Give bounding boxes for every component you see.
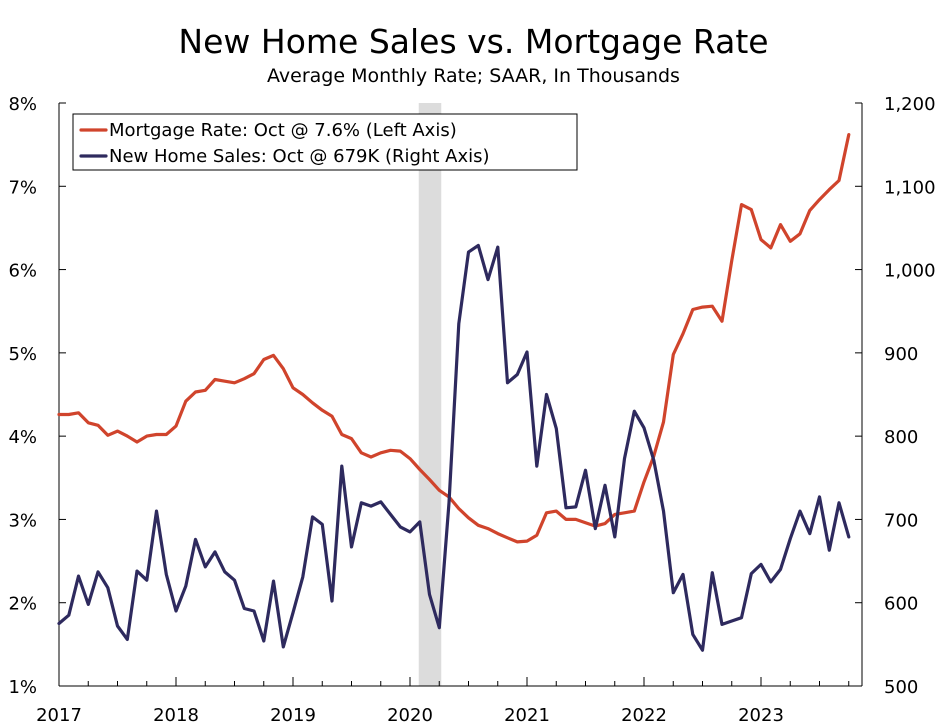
new-home-sales-line	[57, 243, 851, 652]
series-layer	[57, 133, 851, 652]
right-axis-tick-label: 1,200	[884, 94, 936, 115]
right-axis-tick-label: 1,100	[884, 177, 936, 198]
legend: Mortgage Rate: Oct @ 7.6% (Left Axis) New…	[72, 113, 578, 171]
legend-entry-label: New Home Sales: Oct @ 679K (Right Axis)	[109, 146, 490, 167]
left-axis-tick-label: 5%	[8, 344, 37, 365]
left-axis-tick-label: 6%	[8, 261, 37, 282]
x-axis-tick-label: 2020	[387, 705, 433, 726]
right-axis-tick-label: 600	[884, 594, 918, 615]
left-axis-tick-label: 8%	[8, 94, 37, 115]
recession-band	[418, 103, 442, 686]
recession-shading-layer	[418, 103, 442, 686]
x-axis-tick-label: 2023	[738, 705, 784, 726]
right-axis-tick-label: 700	[884, 510, 918, 531]
left-axis-tick-label: 3%	[8, 510, 37, 531]
mortgage-rate-line	[57, 133, 851, 544]
left-axis-tick-label: 4%	[8, 427, 37, 448]
right-axis-tick-label: 900	[884, 344, 918, 365]
legend-box	[72, 113, 578, 171]
right-axis-tick-label: 800	[884, 427, 918, 448]
legend-entry-label: Mortgage Rate: Oct @ 7.6% (Left Axis)	[109, 120, 457, 141]
x-axis-tick-label: 2021	[504, 705, 550, 726]
chart-subtitle: Average Monthly Rate; SAAR, In Thousands	[267, 65, 680, 87]
left-axis-tick-label: 7%	[8, 177, 37, 198]
axes-layer: 1% 2% 3% 4% 5% 6% 7% 8% 500 600 700 800 900 1,000 1,10…	[8, 94, 935, 726]
right-axis-tick-label: 500	[884, 677, 918, 698]
left-axis-tick-label: 1%	[8, 677, 37, 698]
x-axis-tick-label: 2018	[153, 705, 199, 726]
x-axis-tick-label: 2017	[36, 705, 82, 726]
chart-title: New Home Sales vs. Mortgage Rate	[178, 22, 769, 61]
left-axis-tick-label: 2%	[8, 594, 37, 615]
right-axis-tick-label: 1,000	[884, 261, 936, 282]
x-axis-tick-label: 2022	[621, 705, 667, 726]
x-axis-tick-label: 2019	[270, 705, 316, 726]
